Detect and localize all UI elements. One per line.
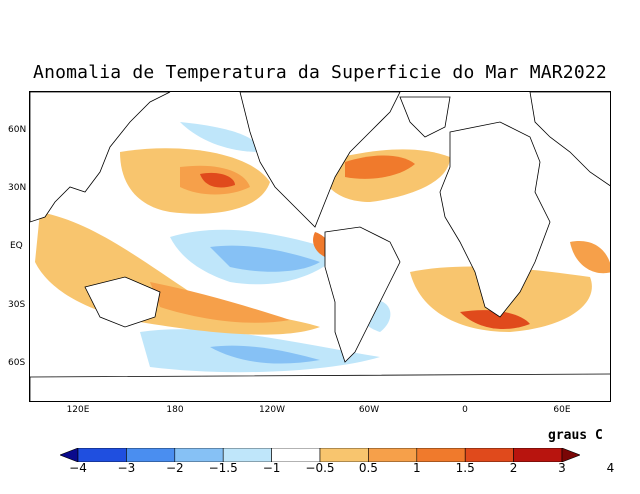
colorbar-tick-label: −3 (117, 461, 136, 475)
colorbar-tick-label: 1 (412, 461, 421, 475)
colorbar-tick-label: 3 (558, 461, 566, 475)
colorbar-tick-label: 2 (509, 461, 518, 475)
lon-label-120w: 120W (258, 405, 286, 415)
colorbar-tick-label: −1 (262, 461, 281, 475)
lon-label-120e: 120E (66, 405, 90, 415)
cool-anomaly-southern-ocean-core (210, 345, 320, 364)
cool-anomaly-north-pacific (180, 122, 260, 152)
land-antarctica (30, 373, 610, 401)
lat-label-30s: 30S (8, 300, 26, 310)
cool-anomaly-tropical-pacific-core (210, 245, 320, 272)
colorbar (60, 448, 580, 462)
colorbar-arrow-low (60, 448, 79, 462)
colorbar-tick-label: 4 (606, 461, 615, 475)
colorbar-tick-label: −0.5 (305, 461, 335, 475)
land-asia (30, 92, 171, 223)
warm-anomaly-north-pacific-hot (200, 172, 235, 188)
colorbar-tick-label: −1.5 (208, 461, 238, 475)
lon-label-60e: 60E (553, 405, 571, 415)
colorbar-tick-label: −2 (165, 461, 184, 475)
lat-label-eq: EQ (10, 241, 23, 251)
land-east-asia (529, 92, 610, 187)
lat-label-30n: 30N (8, 183, 27, 193)
colorbar-tick-label: 1.5 (455, 461, 475, 475)
units-label: graus C (548, 428, 603, 443)
land-masses (30, 92, 610, 401)
warm-anomaly-indian-tropics (570, 241, 610, 274)
lon-label-180: 180 (166, 405, 184, 415)
lon-label-0: 0 (462, 405, 468, 415)
lat-label-60s: 60S (8, 358, 26, 368)
lon-label-60w: 60W (358, 405, 380, 415)
warm-anomaly-south-africa-core (460, 310, 530, 329)
warm-anomaly-north-atlantic-core (345, 155, 415, 179)
colorbar-swatch (513, 448, 563, 462)
map-title: Anomalia de Temperatura da Superficie do… (33, 62, 607, 83)
colorbar-tick-label: 0.5 (358, 461, 378, 475)
land-greenland (399, 96, 451, 138)
colorbar-swatch (271, 448, 321, 462)
land-north-america (239, 92, 401, 228)
land-australia (84, 276, 161, 328)
colorbar-swatch (77, 448, 127, 462)
colorbar-swatch (464, 448, 514, 462)
land-south-america (324, 226, 401, 363)
lat-label-60n: 60N (8, 125, 27, 135)
colorbar-swatch (416, 448, 466, 462)
colorbar-swatch (368, 448, 418, 462)
sst-anomaly-map (29, 91, 611, 402)
colorbar-swatch (319, 448, 369, 462)
colorbar-swatch (126, 448, 176, 462)
land-europe-africa (439, 121, 551, 318)
map-canvas (30, 92, 610, 401)
colorbar-swatch (174, 448, 224, 462)
colorbar-swatch (222, 448, 272, 462)
warm-anomaly-south-pacific-core (150, 282, 290, 323)
colorbar-tick-label: −4 (69, 461, 87, 475)
colorbar-arrow-high (561, 448, 580, 462)
